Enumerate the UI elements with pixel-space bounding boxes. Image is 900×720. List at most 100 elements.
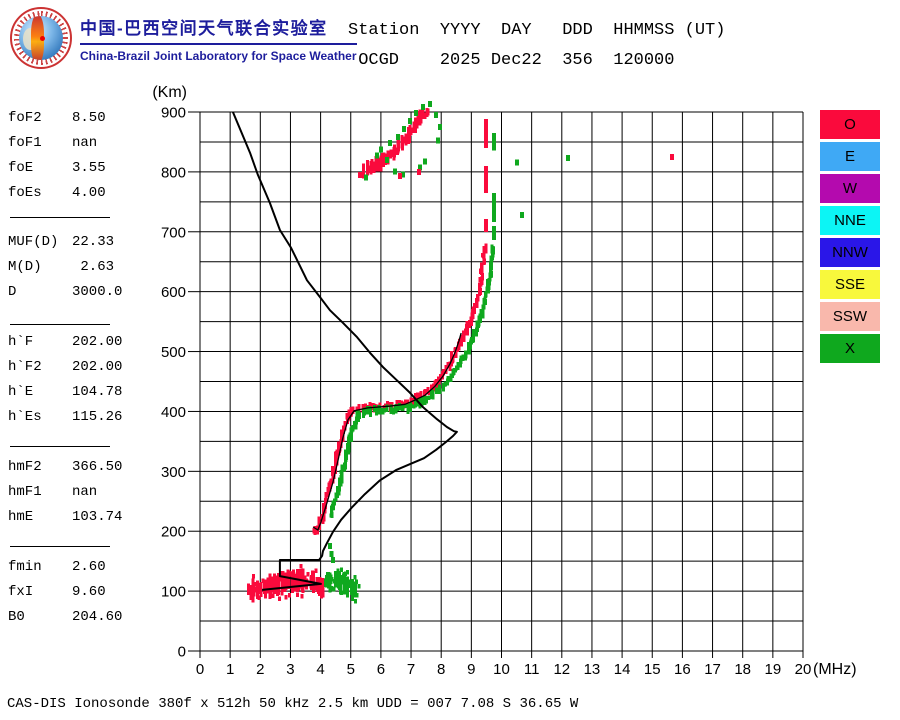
parameter-row: foF1 nan (8, 135, 148, 157)
svg-text:19: 19 (765, 661, 782, 678)
station-header-line1: Station YYYY DAY DDD HHMMSS (UT) (348, 21, 726, 40)
parameter-value: 2.63 (72, 259, 115, 275)
echo-traces (247, 101, 675, 604)
parameter-label: foF1 (8, 135, 42, 151)
separator-line (10, 217, 110, 218)
svg-text:400: 400 (161, 404, 186, 421)
legend-item-e: E (820, 142, 880, 171)
parameter-value: 204.60 (72, 609, 123, 625)
svg-text:100: 100 (161, 584, 186, 601)
legend-item-ssw: SSW (820, 302, 880, 331)
station-header: Station YYYY DAY DDD HHMMSS (UT) OCGD 20… (348, 16, 725, 76)
parameter-row: foEs 4.00 (8, 185, 148, 207)
parameter-panel: foF2 8.50 foF1 nan foE 3.55 foEs 4.00 MUF(D) 22.3… (8, 0, 158, 720)
svg-text:3: 3 (286, 661, 294, 678)
svg-text:1: 1 (226, 661, 234, 678)
parameter-value: 115.26 (72, 409, 123, 425)
x-axis-unit: (MHz) (813, 661, 857, 678)
svg-text:17: 17 (704, 661, 721, 678)
parameter-row: h`E 104.78 (8, 384, 148, 406)
parameter-value: 202.00 (72, 359, 123, 375)
logo-center-dot-icon (40, 36, 45, 41)
svg-text:8: 8 (437, 661, 445, 678)
lab-title-english: China-Brazil Joint Laboratory for Space … (80, 49, 357, 63)
parameter-value: 366.50 (72, 459, 123, 475)
svg-text:12: 12 (553, 661, 570, 678)
svg-text:2: 2 (256, 661, 264, 678)
parameter-value: 103.74 (72, 509, 123, 525)
parameter-label: B0 (8, 609, 25, 625)
parameter-row: h`F 202.00 (8, 334, 148, 356)
svg-text:500: 500 (161, 344, 186, 361)
svg-text:5: 5 (347, 661, 355, 678)
parameter-label: h`F (8, 334, 34, 350)
parameter-value: 202.00 (72, 334, 123, 350)
svg-text:300: 300 (161, 464, 186, 481)
parameter-row: hmF2 366.50 (8, 459, 148, 481)
grid (188, 111, 804, 658)
axis-labels: 0 1 2 3 4 5 6 7 8 9 10 11 12 13 14 15 16 17 18 19 2001002003… (152, 84, 856, 678)
electron-density-profile (231, 111, 458, 591)
parameter-row: M(D) 2.63 (8, 259, 148, 281)
svg-text:10: 10 (493, 661, 510, 678)
calculated-O-trace (312, 332, 462, 531)
legend-item-nnw: NNW (820, 238, 880, 267)
svg-text:900: 900 (161, 105, 186, 122)
parameter-row: hmF1 nan (8, 484, 148, 506)
parameter-row: MUF(D) 22.33 (8, 234, 148, 256)
svg-text:4: 4 (316, 661, 324, 678)
legend-item-nne: NNE (820, 206, 880, 235)
legend-item-w: W (820, 174, 880, 203)
svg-text:0: 0 (196, 661, 204, 678)
legend-item-sse: SSE (820, 270, 880, 299)
svg-text:7: 7 (407, 661, 415, 678)
separator-line (10, 324, 110, 325)
parameter-value: 9.60 (72, 584, 106, 600)
svg-text:18: 18 (734, 661, 751, 678)
lab-logo (10, 7, 72, 69)
parameter-label: h`Es (8, 409, 42, 425)
parameter-value: 3.55 (72, 160, 106, 176)
svg-text:9: 9 (467, 661, 475, 678)
parameter-value: 22.33 (72, 234, 115, 250)
y-axis-unit: (Km) (152, 84, 187, 101)
separator-line (10, 446, 110, 447)
parameter-label: fmin (8, 559, 42, 575)
parameter-label: h`E (8, 384, 34, 400)
parameter-label: h`F2 (8, 359, 42, 375)
parameter-label: foF2 (8, 110, 42, 126)
svg-text:700: 700 (161, 224, 186, 241)
parameter-row: h`Es 115.26 (8, 409, 148, 431)
parameter-row: fmin 2.60 (8, 559, 148, 581)
parameter-value: 104.78 (72, 384, 123, 400)
svg-text:11: 11 (524, 661, 540, 678)
parameter-row: hmE 103.74 (8, 509, 148, 531)
svg-text:13: 13 (584, 661, 601, 678)
svg-text:15: 15 (644, 661, 661, 678)
parameter-label: hmF1 (8, 484, 42, 500)
parameter-value: nan (72, 484, 98, 500)
svg-text:600: 600 (161, 284, 186, 301)
parameter-label: foE (8, 160, 34, 176)
parameter-label: MUF(D) (8, 234, 59, 250)
legend-item-x: X (820, 334, 880, 363)
parameter-row: B0 204.60 (8, 609, 148, 631)
parameter-value: 4.00 (72, 185, 106, 201)
parameter-value: 3000.0 (72, 284, 123, 300)
parameter-row: fxI 9.60 (8, 584, 148, 606)
svg-text:16: 16 (674, 661, 691, 678)
logo-red-band-icon (31, 16, 44, 60)
parameter-row: foE 3.55 (8, 160, 148, 182)
parameter-value: 8.50 (72, 110, 106, 126)
parameter-value: 2.60 (72, 559, 106, 575)
lab-titles: 中国-巴西空间天气联合实验室 China-Brazil Joint Labora… (80, 14, 357, 63)
profile-lines (231, 111, 462, 591)
svg-text:200: 200 (161, 524, 186, 541)
parameter-label: fxI (8, 584, 34, 600)
parameter-row: foF2 8.50 (8, 110, 148, 132)
parameter-label: hmF2 (8, 459, 42, 475)
svg-text:0: 0 (178, 644, 186, 661)
svg-text:6: 6 (377, 661, 385, 678)
echo-legend: O E W NNE NNW SSE SSW X (820, 110, 880, 366)
